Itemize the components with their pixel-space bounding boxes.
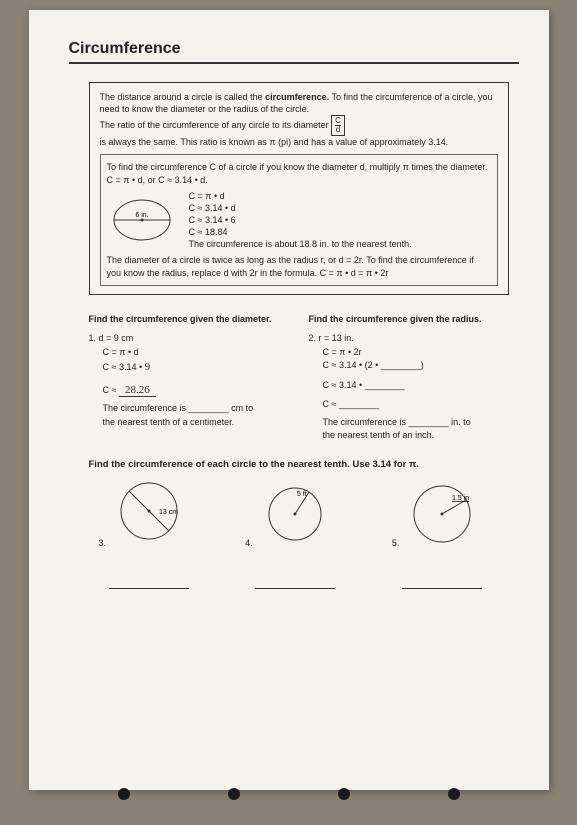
circle-diagram-6in: 6 in. <box>107 195 177 245</box>
handwritten-2826: 28.26 <box>119 384 156 397</box>
info-box: The distance around a circle is called t… <box>89 82 509 295</box>
q2-end1: The circumference is ________ in. to <box>323 416 509 430</box>
q4: 4. 5 ft <box>245 476 362 589</box>
q1-line1: C = π • d <box>103 346 289 360</box>
circle-q3: 13 cm <box>109 476 189 546</box>
ex-line: C ≈ 18.84 <box>189 226 412 238</box>
hole-icon <box>338 788 350 800</box>
answer-blank-q3[interactable] <box>109 578 189 589</box>
example-calc: C = π • d C ≈ 3.14 • d C ≈ 3.14 • 6 C ≈ … <box>189 190 412 251</box>
q3: 3. 13 cm <box>99 476 216 589</box>
handwritten-9: 9 <box>145 361 151 373</box>
q4-num: 4. <box>245 538 253 548</box>
worksheet-page: Circumference The distance around a circ… <box>29 10 549 790</box>
ex-line: The circumference is about 18.8 in. to t… <box>189 238 412 250</box>
q5-label: 1.5 in <box>452 495 469 502</box>
circle-q4: 5 ft <box>255 476 335 546</box>
circles-row: 3. 13 cm 4. 5 ft 5. <box>99 476 509 589</box>
q2-line3: C ≈ 3.14 • ________ <box>323 379 509 393</box>
left-column: Find the circumference given the diamete… <box>89 313 289 443</box>
info-p2a: The ratio of the circumference of any ci… <box>100 120 332 130</box>
q3-label: 13 cm <box>159 509 178 516</box>
right-column: Find the circumference given the radius.… <box>309 313 509 443</box>
q2-num: 2. r = 13 in. <box>309 332 509 346</box>
q4-label: 5 ft <box>297 491 307 498</box>
example-row: 6 in. C = π • d C ≈ 3.14 • d C ≈ 3.14 • … <box>107 190 491 251</box>
hole-icon <box>118 788 130 800</box>
binder-holes <box>29 788 549 800</box>
answer-blank-q5[interactable] <box>402 578 482 589</box>
q1-line3: C ≈ 28.26 <box>103 382 289 399</box>
q2-line4: C ≈ ________ <box>323 398 509 412</box>
q2-line1: C = π • 2r <box>323 346 509 360</box>
right-head: Find the circumference given the radius. <box>309 314 482 324</box>
info-inner-box: To find the circumference C of a circle … <box>100 154 498 285</box>
q5-num: 5. <box>392 538 400 548</box>
q1-end2: the nearest tenth of a centimeter. <box>103 416 289 430</box>
ex-line: C = π • d <box>189 190 412 202</box>
info-p1a: The distance around a circle is called t… <box>100 92 266 102</box>
page-title: Circumference <box>69 40 519 64</box>
circle-q5: 1.5 in <box>402 476 482 546</box>
q5: 5. 1.5 in <box>392 476 509 589</box>
info-p4: The diameter of a circle is twice as lon… <box>107 255 474 277</box>
q3-num: 3. <box>99 538 107 548</box>
info-p1b: circumference. <box>265 92 329 102</box>
q1-end1: The circumference is ________ cm to <box>103 402 289 416</box>
hole-icon <box>228 788 240 800</box>
two-column-exercises: Find the circumference given the diamete… <box>89 313 509 443</box>
q1-num: 1. d = 9 cm <box>89 332 289 346</box>
left-head: Find the circumference given the diamete… <box>89 314 272 324</box>
q2-line2: C ≈ 3.14 • (2 • ________) <box>323 359 509 373</box>
section2-head: Find the circumference of each circle to… <box>89 459 509 470</box>
q2-end2: the nearest tenth of an inch. <box>323 429 509 443</box>
diam-label: 6 in. <box>135 212 148 219</box>
answer-blank-q4[interactable] <box>255 578 335 589</box>
fraction-c-over-d: Cd <box>331 115 345 136</box>
q1-line2: C ≈ 3.14 • 9 <box>103 359 289 376</box>
ex-line: C ≈ 3.14 • 6 <box>189 214 412 226</box>
ex-line: C ≈ 3.14 • d <box>189 202 412 214</box>
hole-icon <box>448 788 460 800</box>
info-p2b: is always the same. This ratio is known … <box>100 137 449 147</box>
info-p3: To find the circumference C of a circle … <box>107 162 488 184</box>
